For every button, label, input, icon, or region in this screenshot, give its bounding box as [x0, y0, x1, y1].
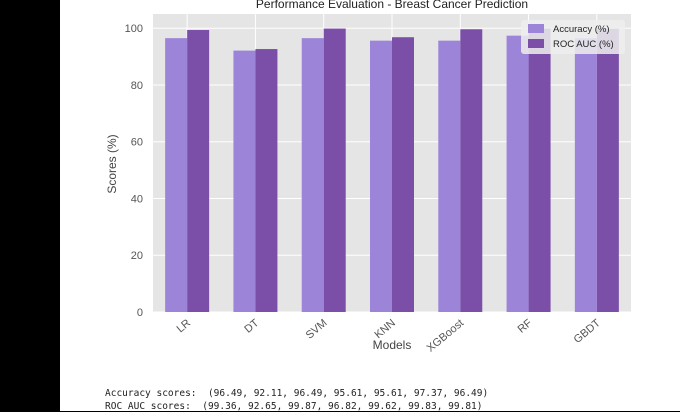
bar-accuracy-rf — [506, 35, 529, 313]
y-axis-label: Scores (%) — [105, 134, 119, 193]
legend-label-roc-auc: ROC AUC (%) — [553, 39, 614, 50]
bar-roc-auc-rf — [528, 28, 551, 313]
bar-accuracy-lr — [165, 38, 188, 312]
legend-box — [521, 20, 625, 54]
bar-roc-auc-knn — [392, 37, 414, 313]
bars — [165, 28, 619, 313]
y-tick-label: 40 — [131, 193, 143, 205]
x-tick-label: DT — [242, 317, 261, 336]
y-tick-label: 0 — [137, 307, 143, 319]
x-tick-label: RF — [516, 317, 535, 336]
legend-label-accuracy: Accuracy (%) — [553, 24, 609, 35]
roc-auc-scores-output: ROC AUC scores: (99.36, 92.65, 99.87, 96… — [105, 401, 483, 412]
y-tick-labels: 0 20 40 60 80 100 — [125, 23, 143, 319]
y-tick-label: 60 — [131, 137, 143, 149]
legend: Accuracy (%) ROC AUC (%) — [521, 20, 625, 54]
bar-roc-auc-lr — [187, 30, 210, 312]
bar-roc-auc-dt — [255, 49, 278, 312]
x-tick-label: GBDT — [572, 317, 603, 346]
legend-swatch-roc-auc — [528, 39, 544, 48]
y-tick-label: 80 — [131, 80, 143, 92]
bar-roc-auc-xgboost — [460, 29, 483, 312]
x-tick-label: LR — [175, 317, 194, 335]
chart-title: Performance Evaluation - Breast Cancer P… — [256, 0, 528, 11]
bar-accuracy-knn — [370, 40, 392, 312]
x-axis-label: Models — [373, 338, 412, 352]
legend-swatch-accuracy — [528, 24, 544, 33]
x-tick-label: XGBoost — [425, 317, 466, 354]
bar-accuracy-dt — [233, 50, 256, 313]
bar-accuracy-svm — [301, 38, 324, 312]
x-tick-label: SVM — [304, 317, 330, 342]
bar-accuracy-gbdt — [574, 38, 597, 312]
bar-roc-auc-svm — [323, 28, 346, 313]
y-tick-label: 20 — [131, 250, 143, 262]
bar-accuracy-xgboost — [438, 40, 461, 312]
accuracy-scores-output: Accuracy scores: (96.49, 92.11, 96.49, 9… — [105, 388, 489, 399]
y-tick-label: 100 — [125, 23, 143, 35]
bar-roc-auc-gbdt — [596, 28, 619, 313]
